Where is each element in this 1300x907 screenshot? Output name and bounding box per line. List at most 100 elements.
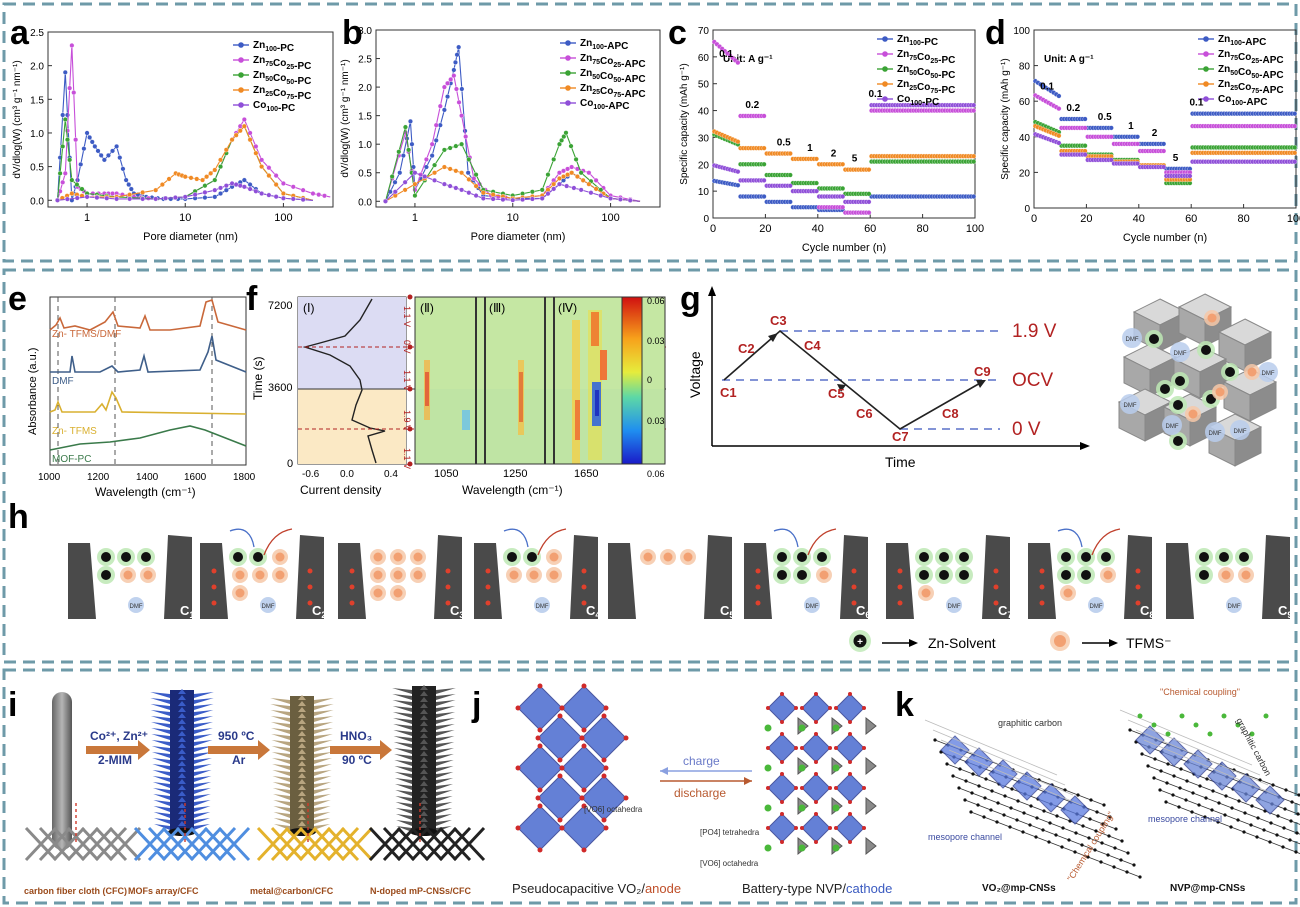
rod-spike: [314, 746, 333, 752]
oxygen-atom: [766, 826, 770, 830]
rod-spike: [271, 752, 290, 758]
oxygen-atom: [848, 732, 852, 736]
rod-spike: [194, 806, 211, 812]
oxygen-atom: [537, 803, 543, 809]
zn-core: [1160, 384, 1170, 394]
zn-core: [1061, 552, 1071, 562]
rod-spike: [194, 824, 210, 830]
carbon-atom: [1015, 818, 1019, 822]
legend-marker: [238, 42, 244, 48]
legend-marker: [565, 40, 571, 46]
mofs-array-rod: [150, 689, 214, 836]
wall-charge: [349, 584, 355, 590]
rod-spike: [273, 800, 290, 806]
oxygen-atom: [559, 825, 565, 831]
unit-note: Unit: A g⁻¹: [723, 54, 773, 65]
x-tick-label: 20: [759, 223, 771, 235]
carbon-atom: [1041, 828, 1045, 832]
data-point: [71, 90, 77, 96]
g-point-c2: C2: [738, 341, 755, 356]
cloth-fiber: [52, 826, 86, 862]
data-point: [89, 139, 95, 145]
data-point: [578, 187, 584, 193]
active-polyhedron: [1255, 785, 1285, 815]
carbon-atom: [1132, 863, 1136, 867]
tfms-core: [275, 552, 285, 562]
dmf-molecule: [1088, 597, 1104, 613]
rod-spike: [178, 797, 186, 802]
rod-spike: [153, 818, 170, 824]
cloth-fiber: [312, 826, 346, 862]
x-tick-label: 1: [84, 212, 90, 224]
rod-spike: [270, 716, 290, 722]
k-caption-1: VO₂@mp-CNSs: [982, 883, 1056, 894]
data-point: [1082, 116, 1088, 122]
carbon-atom: [1258, 778, 1262, 782]
graphitic-layer: [1135, 729, 1269, 786]
voltage-label-2: 1.1 V: [402, 370, 412, 391]
legend-marker: [238, 87, 244, 93]
zn-core: [121, 552, 131, 562]
rod-spike: [153, 800, 170, 806]
cloth-fiber: [340, 826, 374, 862]
rod-spike: [314, 758, 333, 764]
y-axis-label: Specific capacity (mAh g⁻¹): [1000, 58, 1011, 179]
data-point: [561, 168, 567, 174]
data-point: [280, 180, 286, 186]
carbon-atom: [1203, 815, 1207, 819]
sodium-atom: [832, 844, 840, 852]
rod-spike: [273, 794, 290, 800]
rod-spike: [394, 778, 412, 784]
data-point: [814, 180, 819, 186]
pore-wall: [200, 535, 324, 619]
y-tick-label: 2.5: [358, 55, 372, 66]
data-point: [971, 108, 977, 114]
y-tick-label: 2.0: [30, 62, 44, 73]
zn-core: [797, 570, 807, 580]
dmf-label: DMF: [1124, 403, 1137, 409]
data-point: [229, 180, 235, 186]
pore-step-label: C1: [180, 603, 194, 620]
plot-frame-e: [49, 296, 247, 466]
rod-spike: [194, 746, 213, 752]
rod-spike: [194, 692, 214, 698]
tfms-core: [683, 552, 693, 562]
rod-spike: [194, 818, 211, 824]
oxygen-atom: [780, 720, 784, 724]
carbon-atom: [1125, 870, 1129, 874]
f-ylabel: Time (s): [251, 356, 265, 400]
data-point: [259, 164, 265, 170]
legend-marker: [1203, 36, 1209, 42]
data-point: [466, 176, 472, 182]
carbon-atom: [1297, 793, 1300, 797]
rate-label: 0.2: [745, 100, 759, 111]
dmf-molecule: [804, 597, 820, 613]
k-graphitic-2: graphitic carbon: [1234, 716, 1273, 777]
label-vo6-right: [VO6] octahedra: [700, 859, 759, 868]
rod-spike: [436, 790, 453, 796]
xtick-e-4: 1800: [233, 472, 256, 483]
rod-spike: [314, 794, 331, 800]
carbon-atom: [1178, 786, 1182, 790]
rod-spike: [395, 784, 412, 790]
cloth-fiber: [284, 826, 318, 862]
arrow2-bottom: Ar: [232, 753, 246, 767]
rod-spike: [271, 740, 290, 746]
carbon-atom: [977, 784, 981, 788]
vo6-octahedron: [767, 733, 797, 763]
carbon-atom: [1100, 841, 1104, 845]
carbon-atom: [1107, 834, 1111, 838]
rod-spike: [395, 802, 412, 808]
rod-spike: [436, 718, 455, 724]
dmf-molecule: [1122, 328, 1142, 348]
spectrum-zn-tfms-dmf: [49, 298, 247, 331]
data-point: [586, 181, 592, 187]
data-point: [588, 190, 594, 196]
legend-marker: [1203, 51, 1209, 57]
rod-spike: [272, 770, 290, 776]
carbon-atom: [995, 820, 999, 824]
rod-spike: [420, 751, 428, 756]
plot-frame: [47, 31, 334, 208]
vo6-octahedron: [801, 813, 831, 843]
y-tick-label: 0.0: [358, 197, 372, 208]
